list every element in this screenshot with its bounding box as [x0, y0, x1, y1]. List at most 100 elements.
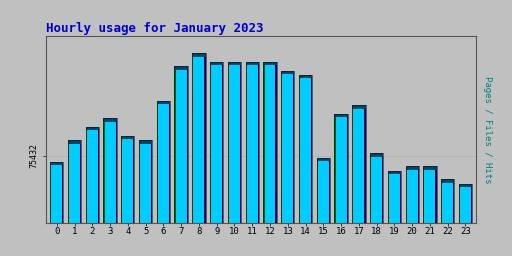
Bar — [210, 62, 223, 256]
Bar — [263, 62, 276, 256]
Bar — [316, 157, 330, 161]
Bar — [441, 179, 454, 183]
Bar — [228, 62, 229, 256]
Bar — [139, 140, 152, 256]
Bar — [352, 105, 366, 109]
Bar — [334, 114, 348, 256]
Bar — [228, 62, 241, 256]
Bar — [329, 157, 330, 256]
Bar — [263, 62, 265, 256]
Bar — [175, 66, 188, 70]
Bar — [210, 62, 211, 256]
Bar — [121, 136, 122, 256]
Bar — [293, 71, 294, 256]
Bar — [175, 66, 188, 256]
Bar — [157, 101, 170, 256]
Bar — [423, 166, 437, 256]
Bar — [121, 136, 135, 256]
Bar — [299, 75, 300, 256]
Bar — [139, 140, 152, 256]
Bar — [210, 62, 223, 65]
Bar — [186, 66, 188, 256]
Bar — [204, 53, 206, 256]
Bar — [139, 140, 152, 144]
Bar — [370, 153, 383, 157]
Bar — [423, 166, 424, 256]
Bar — [334, 114, 348, 118]
Bar — [263, 62, 276, 256]
Bar — [406, 166, 419, 169]
Bar — [423, 166, 437, 256]
Bar — [192, 53, 206, 256]
Bar — [68, 140, 81, 256]
Bar — [151, 140, 152, 256]
Bar — [459, 184, 460, 256]
Y-axis label: Pages / Files / Hits: Pages / Files / Hits — [483, 76, 492, 183]
Bar — [406, 166, 407, 256]
Bar — [352, 105, 366, 256]
Bar — [316, 157, 330, 256]
Bar — [103, 119, 117, 256]
Bar — [68, 140, 81, 256]
Bar — [98, 127, 99, 256]
Bar — [281, 71, 294, 256]
Bar — [175, 66, 176, 256]
Bar — [86, 127, 99, 256]
Bar — [157, 101, 170, 104]
Bar — [388, 170, 401, 256]
Bar — [441, 179, 454, 256]
Bar — [133, 136, 135, 256]
Bar — [441, 179, 454, 256]
Bar — [246, 62, 247, 256]
Bar — [406, 166, 419, 256]
Bar — [62, 162, 63, 256]
Bar — [435, 166, 437, 256]
Bar — [281, 71, 294, 74]
Bar — [388, 170, 401, 256]
Bar — [299, 75, 312, 78]
Bar — [316, 157, 330, 256]
Bar — [222, 62, 223, 256]
Bar — [246, 62, 259, 65]
Bar — [175, 66, 188, 256]
Bar — [240, 62, 241, 256]
Bar — [228, 62, 241, 65]
Bar — [316, 157, 318, 256]
Bar — [471, 184, 472, 256]
Bar — [103, 119, 117, 122]
Bar — [80, 140, 81, 256]
Text: Hourly usage for January 2023: Hourly usage for January 2023 — [46, 22, 264, 35]
Bar — [370, 153, 383, 256]
Bar — [418, 166, 419, 256]
Bar — [441, 179, 442, 256]
Bar — [50, 162, 63, 256]
Bar — [192, 53, 206, 256]
Bar — [192, 53, 194, 256]
Bar — [86, 127, 87, 256]
Bar — [103, 119, 104, 256]
Bar — [299, 75, 312, 256]
Bar — [68, 140, 81, 144]
Bar — [121, 136, 135, 256]
Bar — [68, 140, 69, 256]
Bar — [382, 153, 383, 256]
Bar — [334, 114, 336, 256]
Bar — [157, 101, 158, 256]
Bar — [139, 140, 140, 256]
Bar — [423, 166, 437, 169]
Bar — [347, 114, 348, 256]
Bar — [299, 75, 312, 256]
Bar — [281, 71, 294, 256]
Bar — [263, 62, 276, 65]
Bar — [281, 71, 282, 256]
Bar — [50, 162, 51, 256]
Bar — [459, 184, 472, 256]
Bar — [50, 162, 63, 165]
Bar — [365, 105, 366, 256]
Bar — [86, 127, 99, 256]
Bar — [370, 153, 383, 256]
Bar — [370, 153, 371, 256]
Bar — [406, 166, 419, 256]
Bar — [157, 101, 170, 256]
Bar — [116, 119, 117, 256]
